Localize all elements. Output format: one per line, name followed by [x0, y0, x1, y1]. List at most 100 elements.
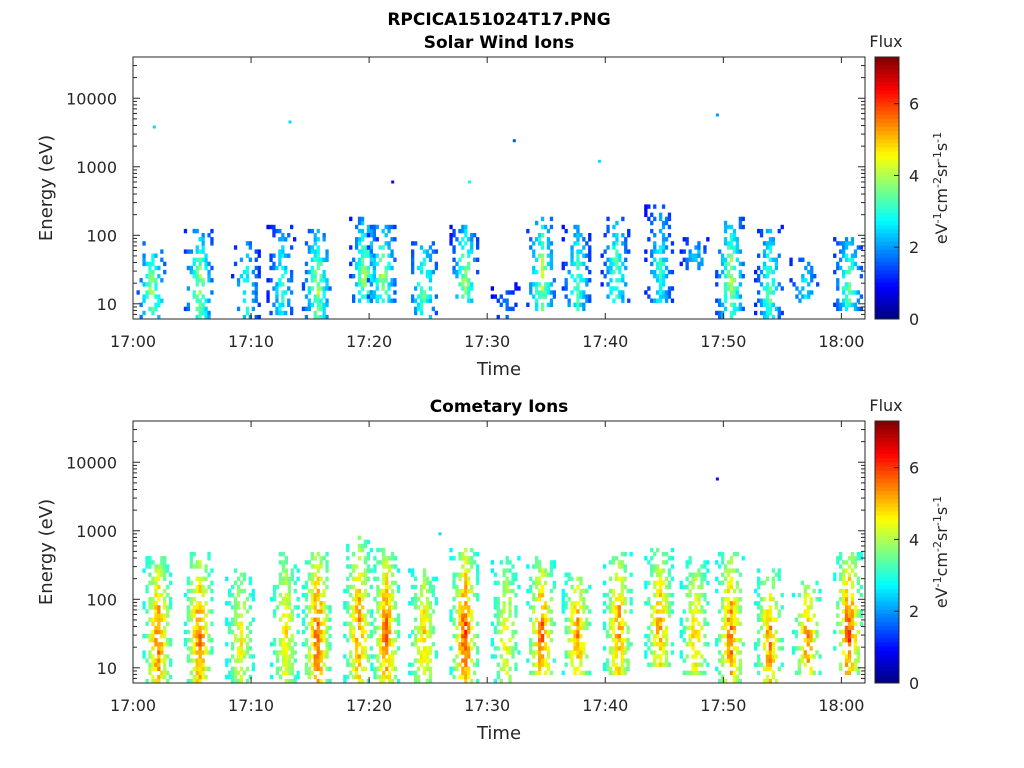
heatmap-cell	[379, 674, 383, 680]
unit-base: s	[932, 507, 951, 515]
heatmap-cell	[570, 650, 574, 655]
heatmap-cell	[357, 257, 362, 262]
heatmap-cell	[726, 617, 731, 622]
heatmap-cell	[508, 580, 512, 586]
heatmap-cell	[281, 650, 286, 655]
heatmap-cell	[195, 257, 199, 262]
heatmap-cell	[502, 298, 506, 303]
heatmap-cell	[836, 282, 840, 287]
heatmap-cell	[304, 584, 309, 590]
heatmap-cell	[691, 670, 695, 676]
heatmap-cell	[198, 564, 202, 569]
heatmap-cell	[382, 588, 386, 594]
heatmap-cell	[322, 269, 326, 275]
heatmap-cell	[765, 228, 770, 234]
heatmap-cell	[363, 568, 368, 573]
heatmap-cell	[357, 261, 362, 267]
heatmap-cell	[624, 282, 628, 287]
x-axis-label: Time	[476, 723, 521, 744]
heatmap-cell	[538, 638, 542, 643]
heatmap-cell	[620, 650, 624, 655]
heatmap-cell	[614, 670, 618, 676]
heatmap-cell	[231, 274, 235, 279]
heatmap-cell	[608, 633, 613, 639]
heatmap-cell	[416, 629, 421, 635]
heatmap-cell	[384, 265, 388, 271]
heatmap-cell	[195, 306, 199, 312]
heatmap-cell	[163, 654, 167, 659]
heatmap-cell	[360, 592, 365, 598]
heatmap-cell	[287, 597, 291, 602]
heatmap-cell	[659, 654, 663, 659]
heatmap-cell	[721, 617, 725, 622]
heatmap-cell	[352, 617, 356, 622]
heatmap-cell	[390, 265, 394, 271]
heatmap-cell	[290, 662, 294, 667]
heatmap-cell	[195, 662, 199, 667]
heatmap-cell	[316, 245, 320, 250]
heatmap-cell	[411, 572, 415, 577]
heatmap-cell	[505, 298, 509, 303]
heatmap-cell	[198, 274, 202, 279]
heatmap-cell	[275, 670, 280, 676]
heatmap-cell	[142, 605, 146, 610]
heatmap-cell	[325, 564, 329, 569]
heatmap-cell	[650, 605, 654, 610]
heatmap-cell	[688, 625, 692, 631]
heatmap-cell	[850, 253, 855, 258]
heatmap-cell	[647, 597, 651, 602]
heatmap-cell	[603, 261, 607, 267]
heatmap-cell	[142, 650, 146, 655]
heatmap-cell	[703, 597, 707, 602]
heatmap-cell	[307, 306, 311, 312]
heatmap-cell	[458, 609, 462, 614]
heatmap-cell	[564, 662, 568, 667]
heatmap-cell	[385, 584, 389, 590]
heatmap-cell	[853, 633, 858, 639]
heatmap-cell	[239, 658, 244, 663]
heatmap-cell	[818, 654, 822, 659]
heatmap-cell	[540, 269, 545, 275]
heatmap-cell	[313, 584, 317, 590]
heatmap-cell	[546, 237, 551, 242]
heatmap-cell	[145, 621, 149, 626]
heatmap-cell	[360, 617, 365, 622]
heatmap-cell	[735, 674, 739, 680]
heatmap-cell	[414, 310, 418, 316]
heatmap-cell	[738, 662, 742, 667]
heatmap-cell	[726, 621, 731, 626]
heatmap-cell	[325, 638, 329, 643]
heatmap-cell	[204, 314, 208, 320]
heatmap-cell	[278, 580, 283, 586]
heatmap-cell	[396, 584, 401, 590]
heatmap-cell	[207, 650, 211, 655]
heatmap-cell	[653, 274, 657, 279]
heatmap-cell	[644, 208, 648, 213]
heatmap-cell	[723, 564, 728, 569]
heatmap-cell	[514, 605, 518, 610]
heatmap-cell	[721, 552, 725, 557]
heatmap-cell	[281, 576, 286, 581]
heatmap-cell	[393, 638, 398, 643]
heatmap-cell	[316, 629, 320, 635]
heatmap-cell	[564, 625, 568, 631]
heatmap-cell	[157, 294, 161, 299]
heatmap-cell	[511, 306, 515, 312]
heatmap-cell	[349, 564, 353, 569]
heatmap-cell	[284, 560, 288, 565]
heatmap-cell	[151, 666, 155, 671]
heatmap-cell	[809, 666, 813, 671]
heatmap-cell	[304, 670, 309, 676]
heatmap-cell	[624, 241, 628, 246]
heatmap-cell	[319, 302, 323, 307]
heatmap-cell	[729, 601, 734, 606]
heatmap-cell	[540, 241, 545, 246]
heatmap-cell	[416, 306, 421, 312]
heatmap-cell	[732, 638, 737, 643]
heatmap-cell	[325, 605, 329, 610]
heatmap-cell	[284, 310, 288, 316]
heatmap-cell	[416, 650, 421, 655]
heatmap-cell	[242, 650, 247, 655]
heatmap-cell	[567, 572, 571, 577]
heatmap-cell	[659, 621, 663, 626]
